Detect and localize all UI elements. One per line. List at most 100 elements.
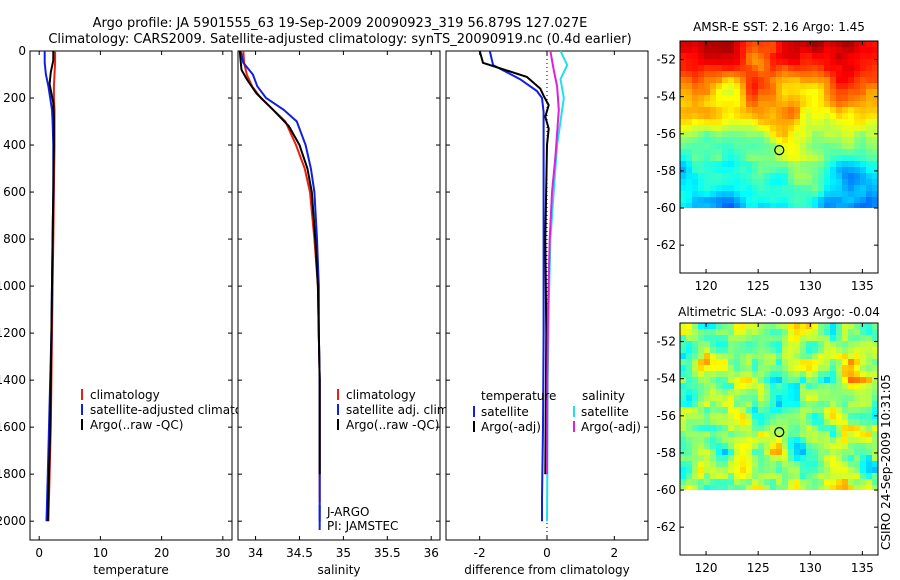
heatmap-cell <box>830 137 836 143</box>
header-subtitle: Climatology: CARS2009. Satellite-adjuste… <box>48 32 631 47</box>
heatmap-cell <box>836 89 842 95</box>
heatmap-cell <box>866 137 872 143</box>
heatmap-cell <box>800 419 806 425</box>
heatmap-cell <box>764 179 770 185</box>
heatmap-cell <box>716 59 722 65</box>
heatmap-cell <box>686 203 692 209</box>
heatmap-cell <box>788 449 794 455</box>
heatmap-cell <box>710 353 716 359</box>
heatmap-cell <box>854 371 860 377</box>
heatmap-cell <box>866 329 872 335</box>
heatmap-cell <box>824 341 830 347</box>
heatmap-cell <box>722 461 728 467</box>
heatmap-cell <box>788 131 794 137</box>
heatmap-cell <box>854 107 860 113</box>
heatmap-cell <box>836 389 842 395</box>
legend-entry: satellite <box>581 405 629 419</box>
heatmap-cell <box>848 407 854 413</box>
heatmap-cell <box>710 431 716 437</box>
heatmap-cell <box>752 485 758 491</box>
heatmap-cell <box>782 329 788 335</box>
heatmap-cell <box>776 113 782 119</box>
heatmap-cell <box>770 467 776 473</box>
heatmap-cell <box>860 59 866 65</box>
heatmap-cell <box>704 371 710 377</box>
heatmap-cell <box>800 443 806 449</box>
heatmap-cell <box>866 143 872 149</box>
heatmap-cell <box>710 185 716 191</box>
heatmap-cell <box>830 401 836 407</box>
heatmap-cell <box>728 365 734 371</box>
heatmap-cell <box>692 431 698 437</box>
heatmap-cell <box>842 95 848 101</box>
heatmap-cell <box>704 101 710 107</box>
heatmap-cell <box>788 455 794 461</box>
heatmap-cell <box>836 365 842 371</box>
heatmap-cell <box>698 341 704 347</box>
heatmap-cell <box>782 347 788 353</box>
heatmap-cell <box>698 41 704 47</box>
heatmap-cell <box>818 419 824 425</box>
heatmap-cell <box>836 137 842 143</box>
heatmap-cell <box>758 107 764 113</box>
heatmap-cell <box>830 173 836 179</box>
heatmap-cell <box>752 107 758 113</box>
heatmap-cell <box>704 383 710 389</box>
heatmap-cell <box>806 341 812 347</box>
heatmap-cell <box>764 101 770 107</box>
heatmap-cell <box>860 167 866 173</box>
heatmap-cell <box>788 425 794 431</box>
heatmap-cell <box>872 113 878 119</box>
heatmap-cell <box>710 77 716 83</box>
heatmap-cell <box>836 407 842 413</box>
heatmap-cell <box>818 365 824 371</box>
heatmap-cell <box>830 479 836 485</box>
heatmap-cell <box>800 149 806 155</box>
heatmap-cell <box>770 419 776 425</box>
heatmap-cell <box>794 119 800 125</box>
heatmap-cell <box>818 119 824 125</box>
heatmap-cell <box>680 173 686 179</box>
heatmap-cell <box>866 401 872 407</box>
heatmap-cell <box>872 149 878 155</box>
heatmap-cell <box>824 131 830 137</box>
heatmap-cell <box>788 47 794 53</box>
heatmap-cell <box>746 455 752 461</box>
heatmap-cell <box>794 359 800 365</box>
x-tick-label: 2 <box>611 546 619 560</box>
heatmap-cell <box>734 107 740 113</box>
heatmap-cell <box>806 185 812 191</box>
heatmap-cell <box>776 395 782 401</box>
heatmap-cell <box>776 437 782 443</box>
heatmap-cell <box>806 329 812 335</box>
heatmap-cell <box>740 65 746 71</box>
heatmap-cell <box>800 461 806 467</box>
heatmap-cell <box>752 197 758 203</box>
heatmap-cell <box>788 347 794 353</box>
heatmap-cell <box>806 131 812 137</box>
heatmap-cell <box>680 167 686 173</box>
heatmap-cell <box>776 119 782 125</box>
heatmap-cell <box>710 155 716 161</box>
heatmap-cell <box>698 479 704 485</box>
x-tick-label: 35.5 <box>374 546 401 560</box>
heatmap-cell <box>818 95 824 101</box>
heatmap-cell <box>872 371 878 377</box>
heatmap-cell <box>764 323 770 329</box>
heatmap-cell <box>752 413 758 419</box>
heatmap-cell <box>704 71 710 77</box>
heatmap-cell <box>830 107 836 113</box>
heatmap-cell <box>710 461 716 467</box>
heatmap-cell <box>752 95 758 101</box>
heatmap-cell <box>770 89 776 95</box>
heatmap-cell <box>776 383 782 389</box>
heatmap-cell <box>788 41 794 47</box>
heatmap-cell <box>794 125 800 131</box>
heatmap-cell <box>848 59 854 65</box>
heatmap-cell <box>692 131 698 137</box>
heatmap-cell <box>752 371 758 377</box>
heatmap-cell <box>872 473 878 479</box>
heatmap-cell <box>800 41 806 47</box>
heatmap-cell <box>800 473 806 479</box>
